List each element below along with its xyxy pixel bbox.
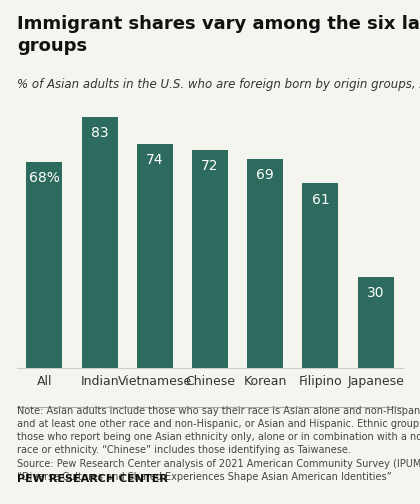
Text: 74: 74 [146, 153, 163, 167]
Text: % of Asian adults in the U.S. who are foreign born by origin groups, 2021: % of Asian adults in the U.S. who are fo… [17, 78, 420, 91]
Bar [192, 150, 228, 368]
Bar [302, 183, 339, 368]
Text: 68%: 68% [29, 171, 60, 185]
Text: 72: 72 [201, 159, 219, 173]
Text: 83: 83 [91, 126, 108, 140]
Bar [358, 277, 394, 368]
Text: Immigrant shares vary among the six largest origin
groups: Immigrant shares vary among the six larg… [17, 15, 420, 55]
Bar [137, 144, 173, 368]
Text: 69: 69 [256, 168, 274, 182]
Text: 61: 61 [312, 193, 329, 207]
Text: Note: Asian adults include those who say their race is Asian alone and non-Hispa: Note: Asian adults include those who say… [17, 406, 420, 482]
Text: PEW RESEARCH CENTER: PEW RESEARCH CENTER [17, 474, 168, 484]
Text: 30: 30 [367, 286, 384, 300]
Bar [81, 117, 118, 368]
Bar [26, 162, 62, 368]
Bar [247, 159, 283, 368]
